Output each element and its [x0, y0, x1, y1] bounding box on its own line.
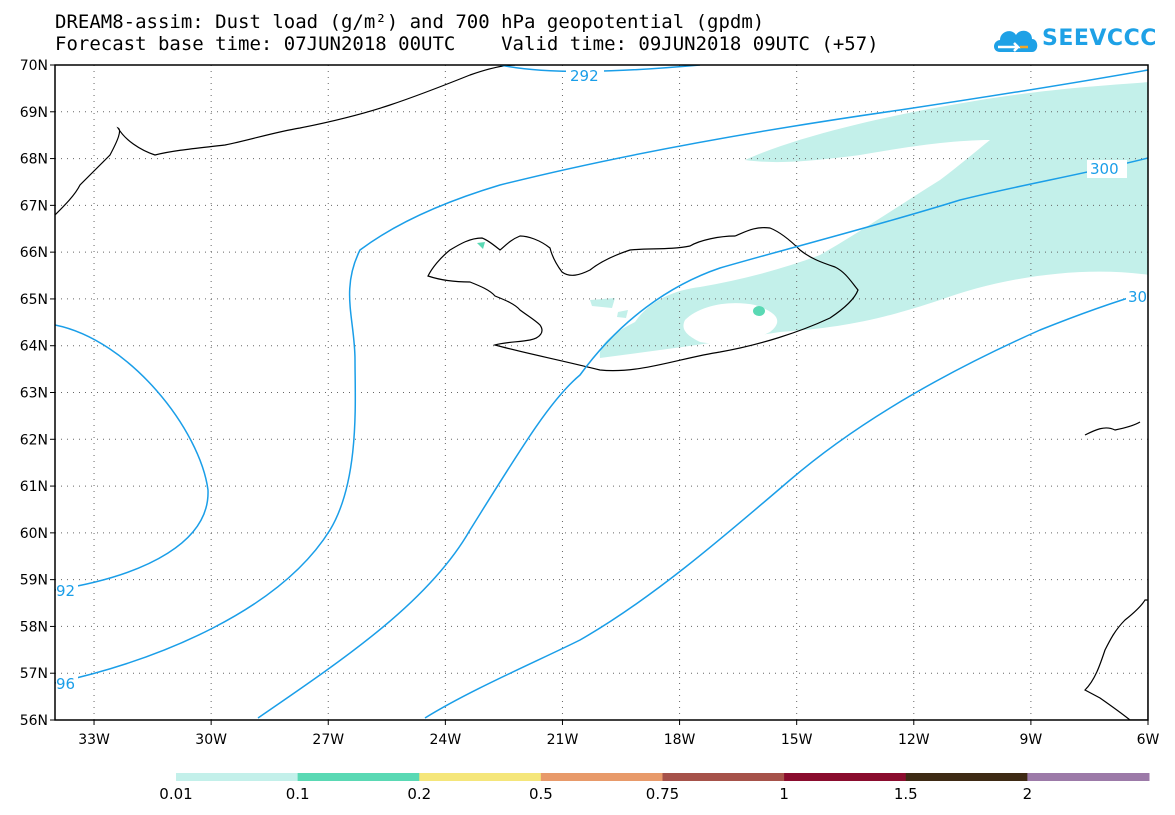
map-title: DREAM8-assim: Dust load (g/m²) and 700 h… — [55, 11, 765, 33]
colorbar-segment — [905, 773, 1028, 781]
lat-label: 70N — [20, 58, 48, 74]
axis-ticks — [50, 64, 1149, 725]
lon-label: 15W — [781, 732, 813, 748]
lon-label: 33W — [78, 732, 110, 748]
contour-label-292-west: 92 — [56, 582, 75, 600]
lat-label: 56N — [20, 713, 48, 729]
colorbar-label: 2 — [1022, 785, 1033, 803]
colorbar-label: 1 — [779, 785, 789, 803]
lat-label: 66N — [20, 245, 48, 261]
colorbar-segment — [662, 773, 785, 781]
dust-hotspot — [753, 306, 765, 316]
colorbar-label: 0.2 — [407, 785, 432, 803]
dust-patch-west — [590, 298, 615, 308]
iceland-coastline — [427, 227, 859, 372]
colorbar-label: 1.5 — [893, 785, 918, 803]
colorbar-segment — [784, 773, 907, 781]
dust-plume-main — [599, 82, 1148, 358]
dust-patch-small — [617, 310, 628, 318]
colorbar-segment — [1027, 773, 1150, 781]
colorbar-label: 0.5 — [528, 785, 553, 803]
logo-text: SEEVCCC — [1042, 26, 1157, 51]
colorbar-label: 0.75 — [645, 785, 680, 803]
lat-label: 68N — [20, 152, 48, 168]
lat-label: 59N — [20, 573, 48, 589]
lon-label: 30W — [195, 732, 227, 748]
contour-label-296: 96 — [56, 675, 75, 693]
cloud-icon — [994, 30, 1038, 52]
colorbar-segment — [297, 773, 420, 781]
contour-300 — [257, 157, 1148, 719]
contour-labels: 292 300 30 92 96 — [56, 67, 1148, 693]
lon-label: 9W — [1020, 732, 1043, 748]
lon-label: 27W — [312, 732, 344, 748]
lat-label: 69N — [20, 105, 48, 121]
lat-label: 57N — [20, 666, 48, 682]
dust-hotspot-north — [477, 242, 485, 249]
lat-label: 64N — [20, 339, 48, 355]
lat-label: 60N — [20, 526, 48, 542]
colorbar-segment — [540, 773, 663, 781]
lon-label: 21W — [547, 732, 579, 748]
lon-label: 6W — [1137, 732, 1160, 748]
colorbar-label: 0.1 — [285, 785, 310, 803]
colorbar-segment — [419, 773, 542, 781]
contour-292-west — [55, 324, 209, 591]
lon-label: 18W — [664, 732, 696, 748]
lat-label: 63N — [20, 386, 48, 402]
colorbar-label: 0.01 — [159, 785, 193, 803]
geopotential-contours — [55, 65, 1148, 719]
contour-label-292-north: 292 — [570, 67, 599, 85]
lon-label: 12W — [898, 732, 930, 748]
lon-label: 24W — [430, 732, 462, 748]
contour-296 — [55, 69, 1148, 684]
lat-label: 65N — [20, 292, 48, 308]
map-subtitle: Forecast base time: 07JUN2018 00UTC Vali… — [55, 33, 879, 55]
seevccc-logo: SEEVCCC — [990, 20, 1157, 60]
colorbar — [176, 773, 1150, 781]
contour-label-300: 300 — [1090, 160, 1119, 178]
scotland-coastline — [1084, 599, 1148, 720]
faroe-islands — [1084, 421, 1141, 436]
longitude-labels: 33W 30W 27W 24W 21W 18W 15W 12W 9W 6W — [78, 732, 1159, 748]
contour-label-304: 30 — [1128, 288, 1147, 306]
colorbar-segment — [176, 773, 299, 781]
latitude-labels: 70N 69N 68N 67N 66N 65N 64N 63N 62N 61N 60N 59N 58N 5… — [20, 58, 48, 729]
lat-label: 58N — [20, 619, 48, 635]
coastlines — [55, 65, 1148, 720]
lat-label: 61N — [20, 479, 48, 495]
greenland-coastline — [55, 65, 516, 216]
dust-shading — [477, 82, 1148, 358]
lat-label: 62N — [20, 432, 48, 448]
contour-304 — [424, 291, 1148, 719]
lat-label: 67N — [20, 198, 48, 214]
